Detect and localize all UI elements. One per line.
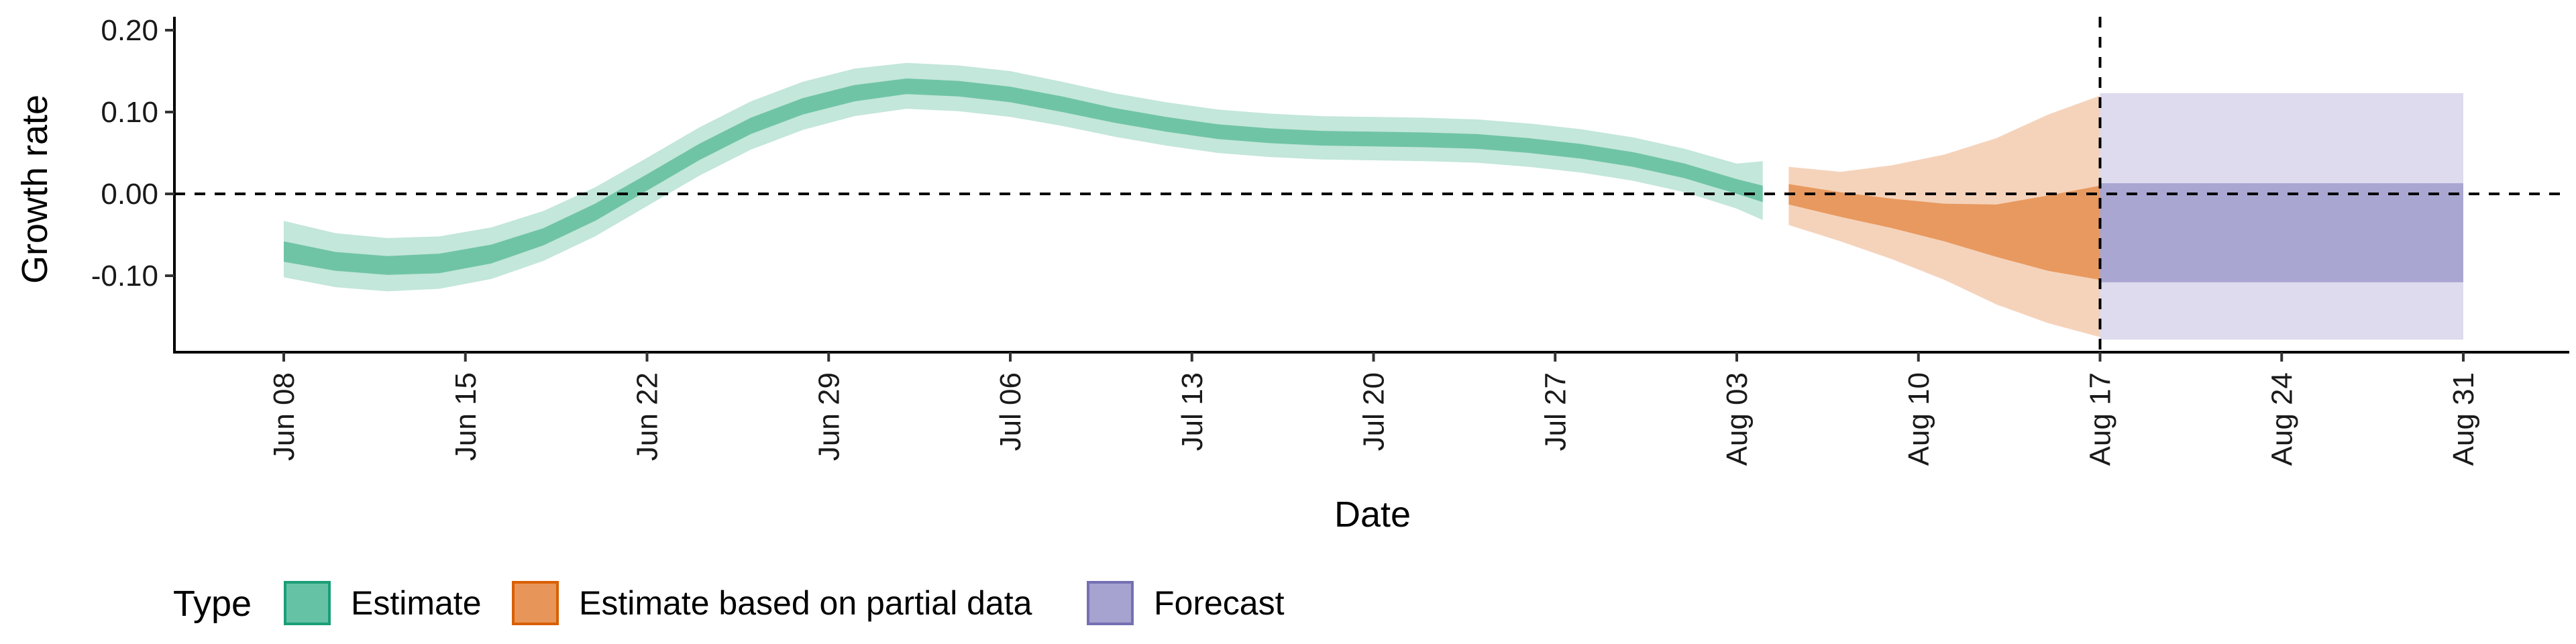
x-tick-label: Jun 29 [812,372,845,461]
estimate-based-on-partial-data-inner-ribbon [1788,184,2100,280]
x-tick-label: Jun 15 [449,372,482,461]
x-tick-label: Aug 03 [1721,372,1754,466]
y-tick-label: 0.20 [101,14,158,47]
estimate-inner-ribbon [284,78,1763,275]
x-tick-label: Jul 13 [1176,372,1209,451]
axes: 0.20 0.10 0.00 -0.10 Jun 08 Jun 15 Jun 22 Jun 2… [91,14,2569,466]
plot-area [174,17,2569,352]
forecast-inner-ribbon [2100,183,2463,282]
legend-key-estimate-based-on-partial-data [512,581,559,625]
x-tick-label: Jul 06 [994,372,1027,451]
x-axis-title: Date [1334,494,1411,535]
y-tick-label: 0.00 [101,178,158,211]
legend-key-estimate [284,581,331,625]
x-tick-label: Aug 31 [2447,372,2480,466]
legend-label-estimate-based-on-partial-data: Estimate based on partial data [579,584,1032,622]
x-tick-label: Aug 10 [1902,372,1935,466]
legend-title: Type [173,584,252,624]
y-tick-label: -0.10 [91,260,158,292]
legend: Type Estimate Estimate based on partial d… [173,581,1285,625]
y-tick-label: 0.10 [101,96,158,129]
estimate-outer-ribbon [284,62,1763,292]
x-tick-label: Jul 27 [1539,372,1572,451]
y-axis-title: Growth rate [15,95,55,284]
x-tick-label: Aug 24 [2265,372,2298,466]
legend-label-estimate: Estimate [351,584,482,622]
x-tick-label: Jun 22 [631,372,664,461]
x-tick-label: Jun 08 [268,372,301,461]
x-tick-label: Aug 17 [2084,372,2117,466]
x-tick-label: Jul 20 [1358,372,1391,451]
legend-key-forecast [1087,581,1134,625]
legend-label-forecast: Forecast [1154,584,1285,622]
